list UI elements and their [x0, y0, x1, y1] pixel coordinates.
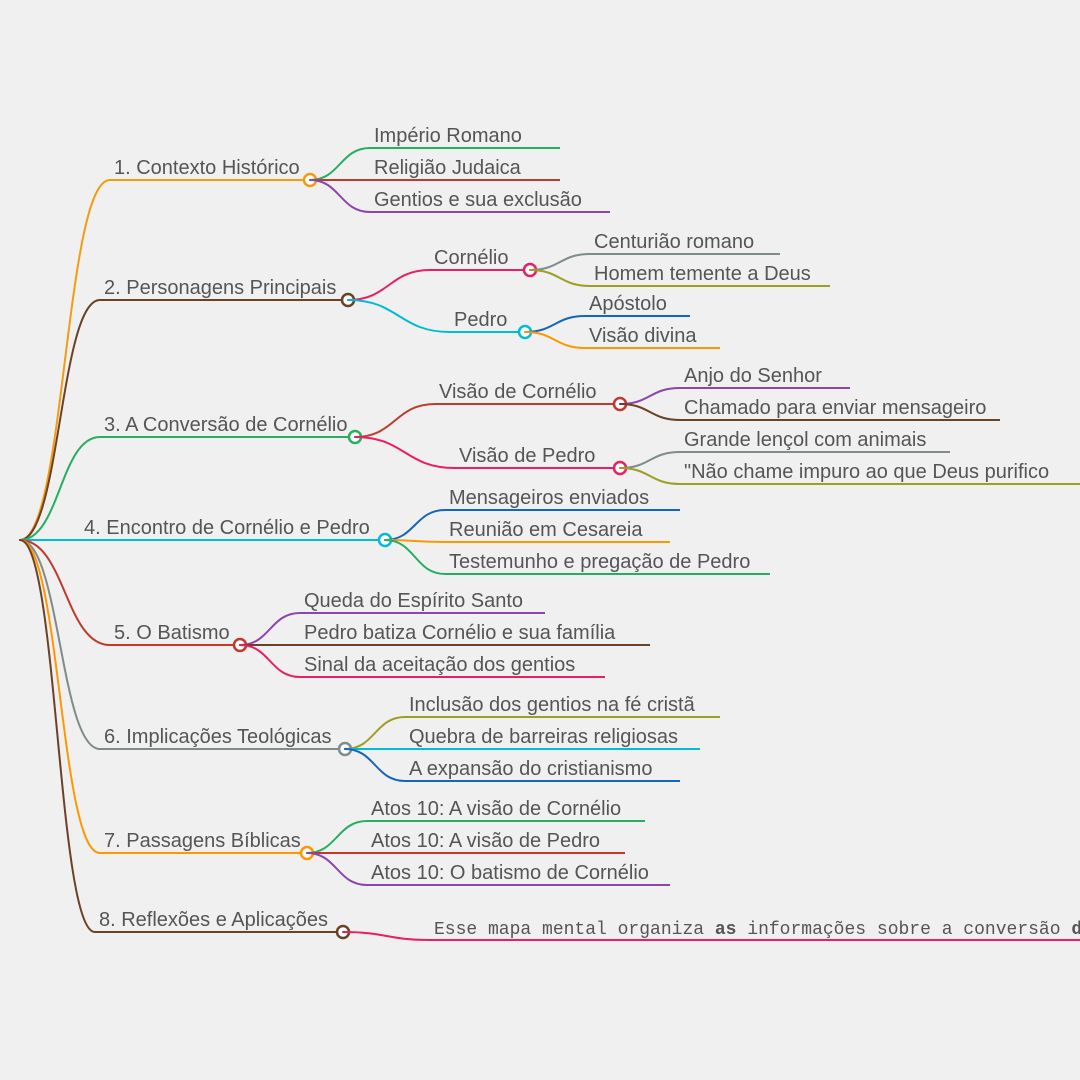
node-label: Apóstolo [589, 293, 667, 315]
branch-connector [310, 180, 370, 212]
node-label: Império Romano [374, 125, 522, 147]
branch-connector [20, 540, 100, 749]
node-label: Centurião romano [594, 231, 754, 253]
branch-connector [310, 148, 370, 180]
branch-connector [385, 540, 445, 574]
node-label: Pedro [454, 309, 507, 331]
node-label: Anjo do Senhor [684, 365, 822, 387]
branch-connector [307, 853, 367, 885]
node-label: Queda do Espírito Santo [304, 590, 523, 612]
branch-connector [385, 510, 445, 540]
branch-connector [355, 437, 455, 468]
node-label: Atos 10: O batismo de Cornélio [371, 862, 649, 884]
node-label: Sinal da aceitação dos gentios [304, 654, 575, 676]
branch-connector [20, 540, 100, 853]
node-label: Homem temente a Deus [594, 263, 811, 285]
node-label: 1. Contexto Histórico [114, 157, 300, 179]
node-label: Esse mapa mental organiza as informações… [434, 920, 1080, 940]
node-label: 7. Passagens Bíblicas [104, 830, 301, 852]
branch-connector [355, 404, 435, 437]
branch-connector [343, 932, 430, 940]
node-label: Gentios e sua exclusão [374, 189, 582, 211]
branch-connector [525, 316, 585, 332]
branch-connector [240, 613, 300, 645]
node-label: Atos 10: A visão de Pedro [371, 830, 600, 852]
node-label: Reunião em Cesareia [449, 519, 643, 541]
node-label: 3. A Conversão de Cornélio [104, 414, 348, 436]
branch-connector [348, 270, 430, 300]
branch-connector [20, 180, 110, 540]
branch-connector [345, 717, 405, 749]
node-label: "Não chame impuro ao que Deus purifico [684, 461, 1049, 483]
mindmap-canvas: 1. Contexto Histórico Império Romano Relig… [0, 0, 1080, 1080]
node-label: Atos 10: A visão de Cornélio [371, 798, 621, 820]
node-label: Quebra de barreiras religiosas [409, 726, 678, 748]
node-label: 8. Reflexões e Aplicações [99, 909, 328, 931]
node-label: Religião Judaica [374, 157, 522, 179]
node-label: Mensageiros enviados [449, 487, 649, 509]
branch-connector [620, 452, 680, 468]
node-label: 4. Encontro de Cornélio e Pedro [84, 517, 370, 539]
node-label: Cornélio [434, 247, 508, 269]
node-label: A expansão do cristianismo [409, 758, 652, 780]
branch-connector [20, 300, 100, 540]
node-label: Visão de Pedro [459, 445, 595, 467]
node-label: Visão de Cornélio [439, 381, 597, 403]
branch-connector [620, 388, 680, 404]
node-label: Testemunho e pregação de Pedro [449, 551, 750, 573]
node-label: Grande lençol com animais [684, 429, 926, 451]
branch-connector [620, 468, 680, 484]
branch-connector [530, 254, 590, 270]
branch-connector [530, 270, 590, 286]
node-label: Inclusão dos gentios na fé cristã [409, 694, 696, 716]
branch-connector [345, 749, 405, 781]
branch-connector [525, 332, 585, 348]
node-label: Chamado para enviar mensageiro [684, 397, 986, 419]
branch-connector [348, 300, 450, 332]
node-label: 2. Personagens Principais [104, 277, 336, 299]
node-label: 5. O Batismo [114, 622, 230, 644]
branch-connector [620, 404, 680, 420]
branch-connector [307, 821, 367, 853]
node-label: 6. Implicações Teológicas [104, 726, 332, 748]
node-label: Visão divina [589, 325, 697, 347]
branch-connector [240, 645, 300, 677]
node-label: Pedro batiza Cornélio e sua família [304, 622, 616, 644]
